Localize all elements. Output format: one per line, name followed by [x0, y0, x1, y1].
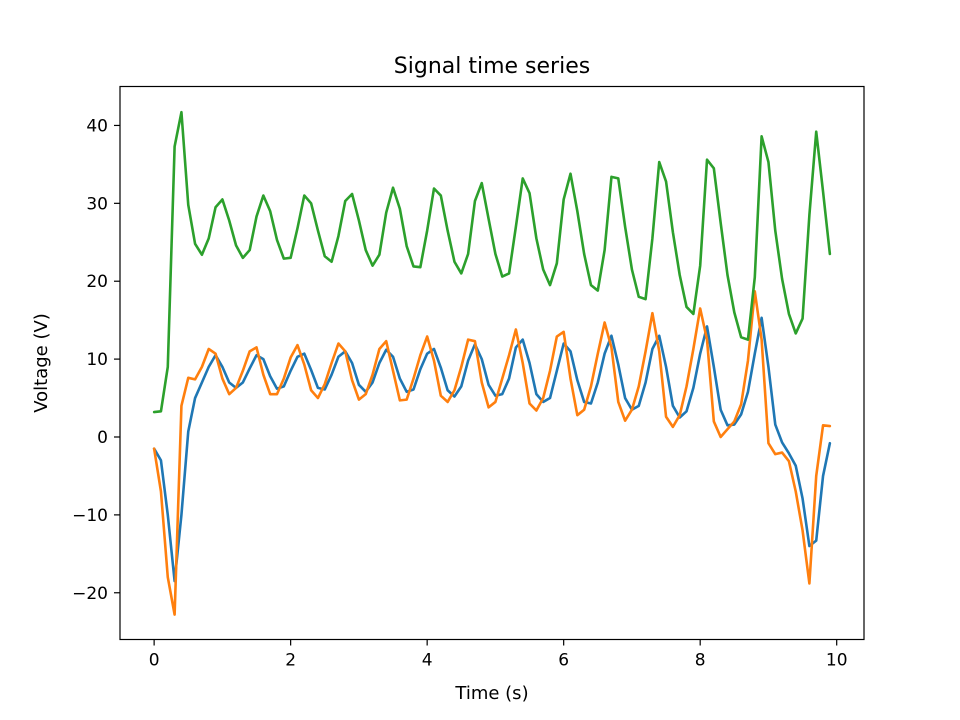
x-tick-label: 8 [695, 651, 706, 671]
x-tick-label: 6 [558, 651, 569, 671]
chart-title: Signal time series [394, 54, 590, 79]
x-tick-label: 4 [422, 651, 433, 671]
y-tick-label: −10 [72, 506, 108, 526]
x-tick-label: 10 [826, 651, 848, 671]
y-axis-label: Voltage (V) [31, 313, 52, 413]
y-tick-label: 30 [86, 194, 108, 214]
plot-frame [119, 85, 865, 641]
y-tick-label: 20 [86, 272, 108, 292]
series-line-1 [152, 316, 832, 583]
y-tick-label: −20 [72, 584, 108, 604]
x-tick-label: 0 [149, 651, 160, 671]
series-line-3 [152, 110, 832, 414]
series-line-2 [152, 290, 832, 616]
y-tick-label: 10 [86, 350, 108, 370]
x-axis: 0 2 4 6 8 10 [149, 639, 848, 671]
y-axis: −20 −10 0 10 20 30 40 [72, 116, 120, 604]
x-tick-label: 2 [285, 651, 296, 671]
x-axis-label: Time (s) [454, 683, 528, 704]
y-tick-label: 0 [97, 428, 108, 448]
y-tick-label: 40 [86, 116, 108, 136]
series-layer [152, 110, 832, 616]
